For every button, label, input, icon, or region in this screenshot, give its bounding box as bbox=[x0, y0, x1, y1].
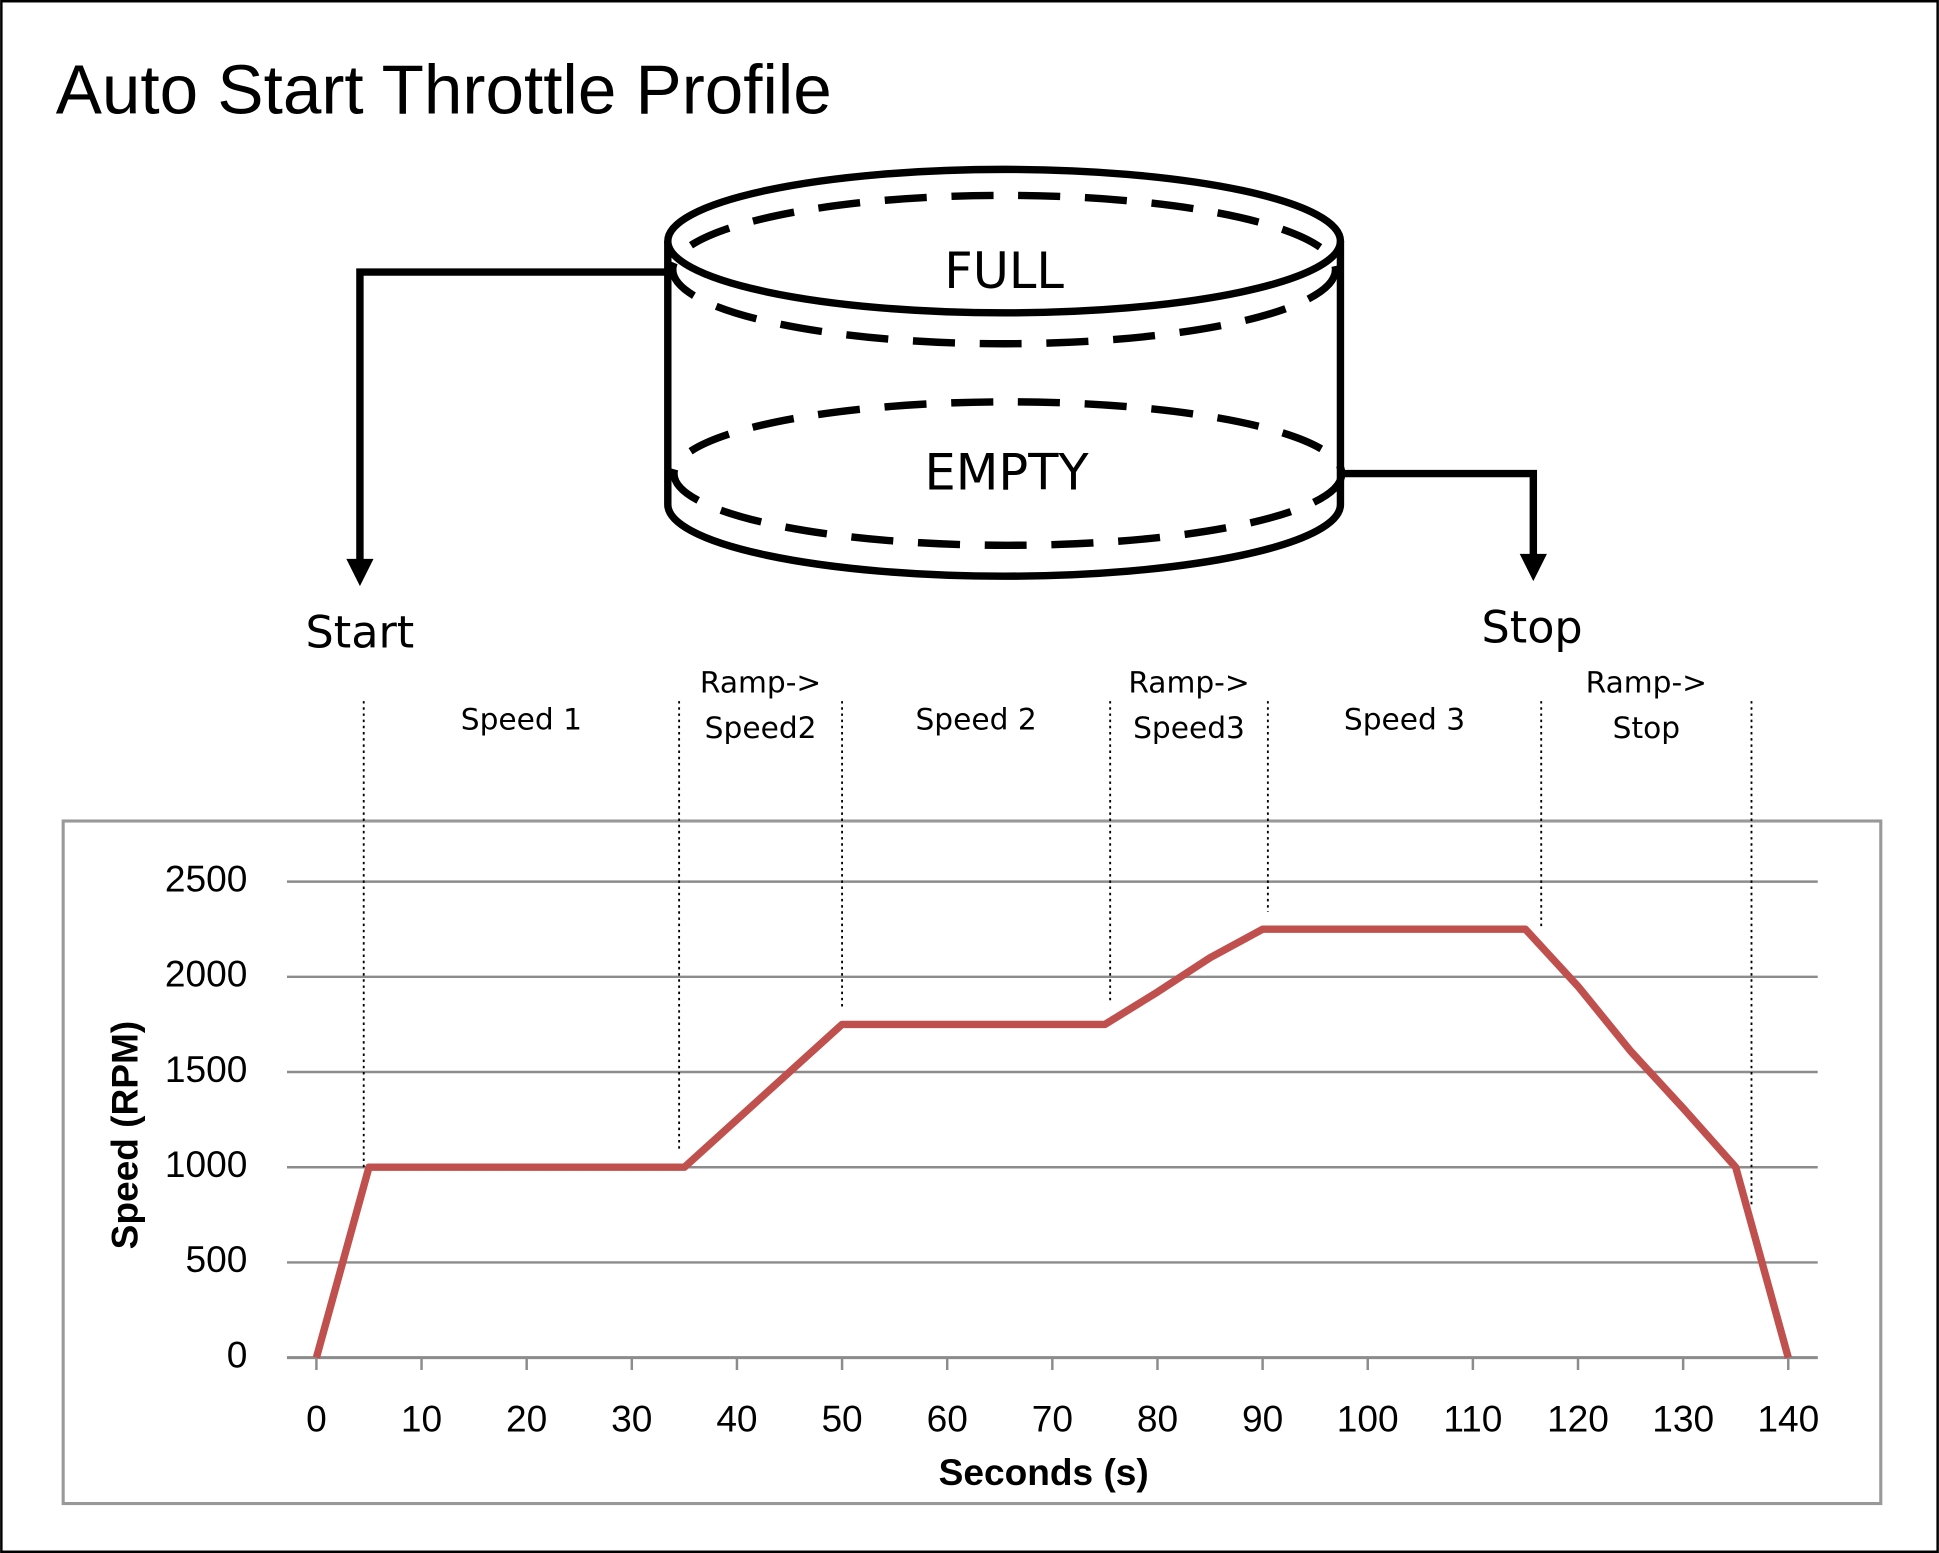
x-tick-label: 0 bbox=[306, 1398, 327, 1440]
y-tick-label: 500 bbox=[186, 1238, 248, 1280]
x-tick-label: 120 bbox=[1547, 1398, 1609, 1440]
y-axis-title: Speed (RPM) bbox=[103, 1021, 145, 1250]
chart-box bbox=[61, 819, 1883, 1506]
full-label: FULL bbox=[944, 242, 1064, 300]
phase-label: Speed 3 bbox=[1344, 701, 1465, 736]
x-tick-label: 60 bbox=[927, 1398, 968, 1440]
phase-label: Ramp-> bbox=[1128, 664, 1249, 699]
x-tick-label: 100 bbox=[1337, 1398, 1399, 1440]
tank-body bbox=[664, 241, 1345, 580]
start-label: Start bbox=[306, 608, 415, 659]
x-tick-label: 80 bbox=[1137, 1398, 1178, 1440]
phase-label: Ramp-> bbox=[1586, 664, 1707, 699]
phase-label: Speed 1 bbox=[461, 701, 582, 736]
y-tick-label: 2000 bbox=[165, 953, 247, 995]
phase-label: Speed2 bbox=[705, 710, 817, 745]
y-tick-label: 2500 bbox=[165, 857, 247, 899]
x-tick-label: 40 bbox=[716, 1398, 757, 1440]
x-tick-label: 90 bbox=[1242, 1398, 1283, 1440]
x-tick-label: 110 bbox=[1443, 1398, 1502, 1440]
title: Auto Start Throttle Profile bbox=[56, 51, 832, 129]
phase-label: Speed 2 bbox=[915, 701, 1036, 736]
x-tick-label: 50 bbox=[821, 1398, 862, 1440]
tank bbox=[356, 165, 1538, 580]
x-tick-label: 70 bbox=[1032, 1398, 1073, 1440]
stop-arrow bbox=[1340, 469, 1538, 559]
y-tick-label: 1500 bbox=[165, 1048, 247, 1090]
stop-label: Stop bbox=[1482, 603, 1583, 654]
empty-label: EMPTY bbox=[925, 444, 1090, 502]
x-tick-label: 140 bbox=[1757, 1398, 1819, 1440]
arrowhead bbox=[346, 558, 374, 587]
start-arrow bbox=[356, 268, 668, 563]
phase-label: Stop bbox=[1613, 710, 1680, 745]
phase-label: Ramp-> bbox=[700, 664, 821, 699]
x-tick-label: 20 bbox=[506, 1398, 547, 1440]
data-line bbox=[312, 925, 1792, 1359]
y-tick-label: 1000 bbox=[165, 1143, 247, 1185]
x-tick-label: 10 bbox=[401, 1398, 442, 1440]
full-level bbox=[669, 191, 1340, 348]
x-tick-label: 30 bbox=[611, 1398, 652, 1440]
x-tick-label: 130 bbox=[1652, 1398, 1714, 1440]
phase-label: Speed3 bbox=[1133, 710, 1245, 745]
y-tick-label: 0 bbox=[227, 1333, 248, 1375]
x-axis-title: Seconds (s) bbox=[939, 1451, 1149, 1493]
arrowhead bbox=[1519, 553, 1547, 582]
